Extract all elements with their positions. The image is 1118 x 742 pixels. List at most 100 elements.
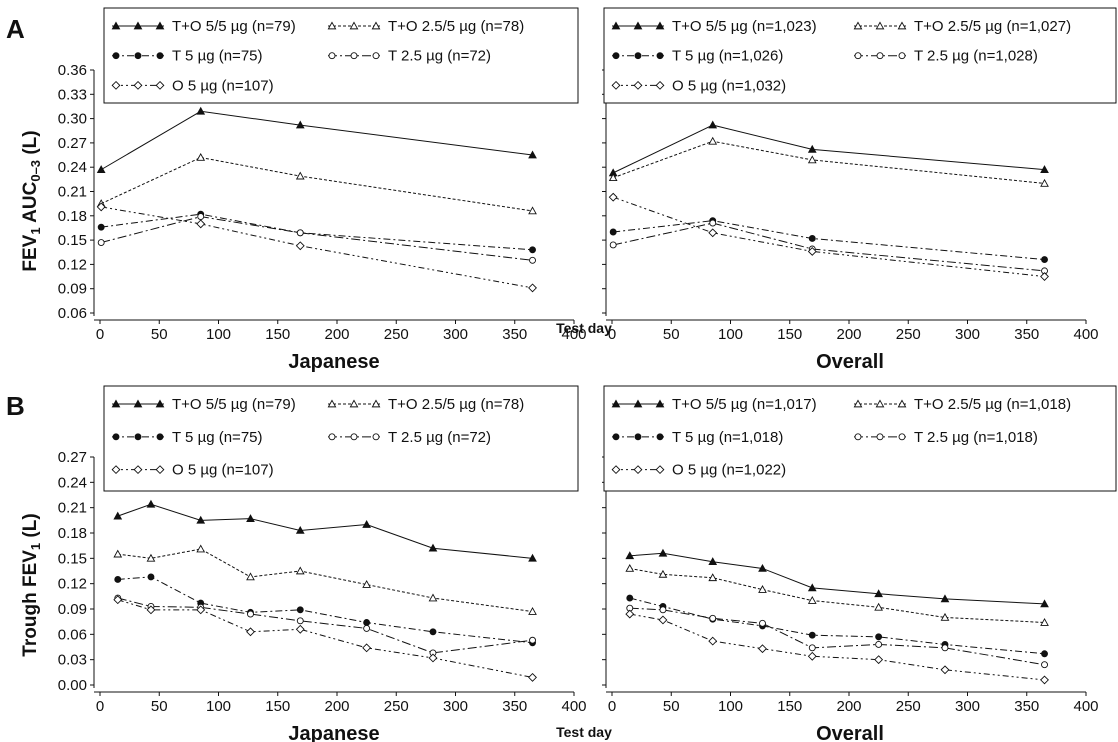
x-tick-label: 200 [324,698,349,715]
x-tick-label: 350 [502,326,527,343]
legend-entry: T+O 5/5 µg (n=79) [172,396,296,413]
series-line-3 [117,576,533,644]
data-point [658,615,668,625]
legend-marker [897,399,907,408]
series-line-4 [101,216,533,261]
data-point [196,544,206,553]
series-line-1 [612,124,1045,174]
legend-marker [854,433,862,441]
data-point [528,672,537,682]
legend-marker [112,433,120,441]
data-point [295,171,305,180]
series-line-1 [629,552,1045,605]
series-line-1 [117,503,533,559]
data-point [709,614,717,622]
legend-marker [898,433,906,441]
data-point [528,607,537,615]
legend-marker [633,80,643,90]
legend-marker [349,399,359,408]
data-point [428,593,438,602]
legend-marker [656,433,664,441]
data-point [625,551,635,560]
data-point [1040,599,1049,608]
x-tick-label: 150 [777,326,802,343]
data-point [529,246,536,254]
x-tick-label: 250 [384,698,409,715]
x-axis-label: Overall [816,723,884,742]
legend-marker [655,21,665,30]
series-line-1 [100,110,533,171]
legend-marker [350,52,358,60]
series-line-5 [613,196,1045,278]
y-tick-label: 0.21 [58,500,87,517]
y-axis-label-b: Trough FEV1 (L) [20,513,43,656]
y-tick-label: 0.27 [58,449,87,466]
legend-marker [656,52,664,60]
data-point [1040,617,1049,626]
data-point [1041,256,1048,263]
x-tick-label: 300 [955,698,980,715]
legend-entry: T 5 µg (n=75) [172,429,263,446]
shared-x-label-a: Test day [556,320,612,336]
data-point [807,583,817,592]
data-point [428,543,438,552]
data-point [874,655,884,665]
panel-label-a: A [6,14,25,44]
legend-marker [111,399,121,408]
data-point [609,228,617,236]
legend-marker [612,433,620,441]
x-tick-label: 300 [955,326,980,343]
x-tick-label: 400 [1073,326,1098,343]
x-tick-label: 100 [206,698,231,715]
legend-marker [328,433,336,441]
legend-marker [371,21,381,30]
data-point [113,595,123,605]
y-tick-label: 0.12 [58,256,87,273]
data-point [246,572,255,581]
x-tick-label: 50 [151,698,168,715]
data-point [296,617,304,625]
data-point [758,644,767,654]
x-tick-label: 400 [1073,698,1098,715]
legend-entry: T 5 µg (n=1,018) [672,429,783,446]
legend-entry: T+O 5/5 µg (n=79) [172,18,296,35]
series-line-2 [100,156,533,212]
legend-entry: T+O 2.5/5 µg (n=78) [388,18,524,35]
data-point [295,624,305,634]
data-point [708,557,718,566]
data-point [608,192,618,202]
legend-marker [112,52,120,60]
data-point [197,213,205,221]
legend-marker [655,465,665,475]
x-tick-label: 150 [265,326,290,343]
y-tick-label: 0.18 [58,208,87,225]
legend-marker [133,21,143,30]
data-point [528,150,537,159]
x-axis-label: Overall [816,351,884,373]
y-tick-label: 0.27 [58,135,87,152]
legend-marker [655,399,665,408]
legend-marker [156,433,164,441]
y-tick-label: 0.30 [58,111,87,128]
y-tick-label: 0.24 [58,159,87,176]
data-point [608,173,618,182]
x-tick-label: 100 [718,326,743,343]
data-point [528,553,537,562]
x-tick-label: 200 [324,326,349,343]
data-point [528,206,537,215]
data-point [246,627,255,637]
legend-marker [655,80,665,90]
data-point [196,605,206,615]
x-tick-label: 350 [502,698,527,715]
y-tick-label: 0.03 [58,652,87,669]
x-tick-label: 100 [206,326,231,343]
x-tick-label: 0 [96,698,104,715]
legend-entry: T+O 5/5 µg (n=1,023) [672,18,817,35]
legend-marker [634,433,642,441]
y-tick-label: 0.15 [58,550,87,567]
data-point [247,610,254,618]
data-point [1040,178,1049,187]
legend-marker [611,21,621,30]
legend-entry: T 2.5 µg (n=1,018) [914,429,1038,446]
x-tick-label: 250 [896,326,921,343]
